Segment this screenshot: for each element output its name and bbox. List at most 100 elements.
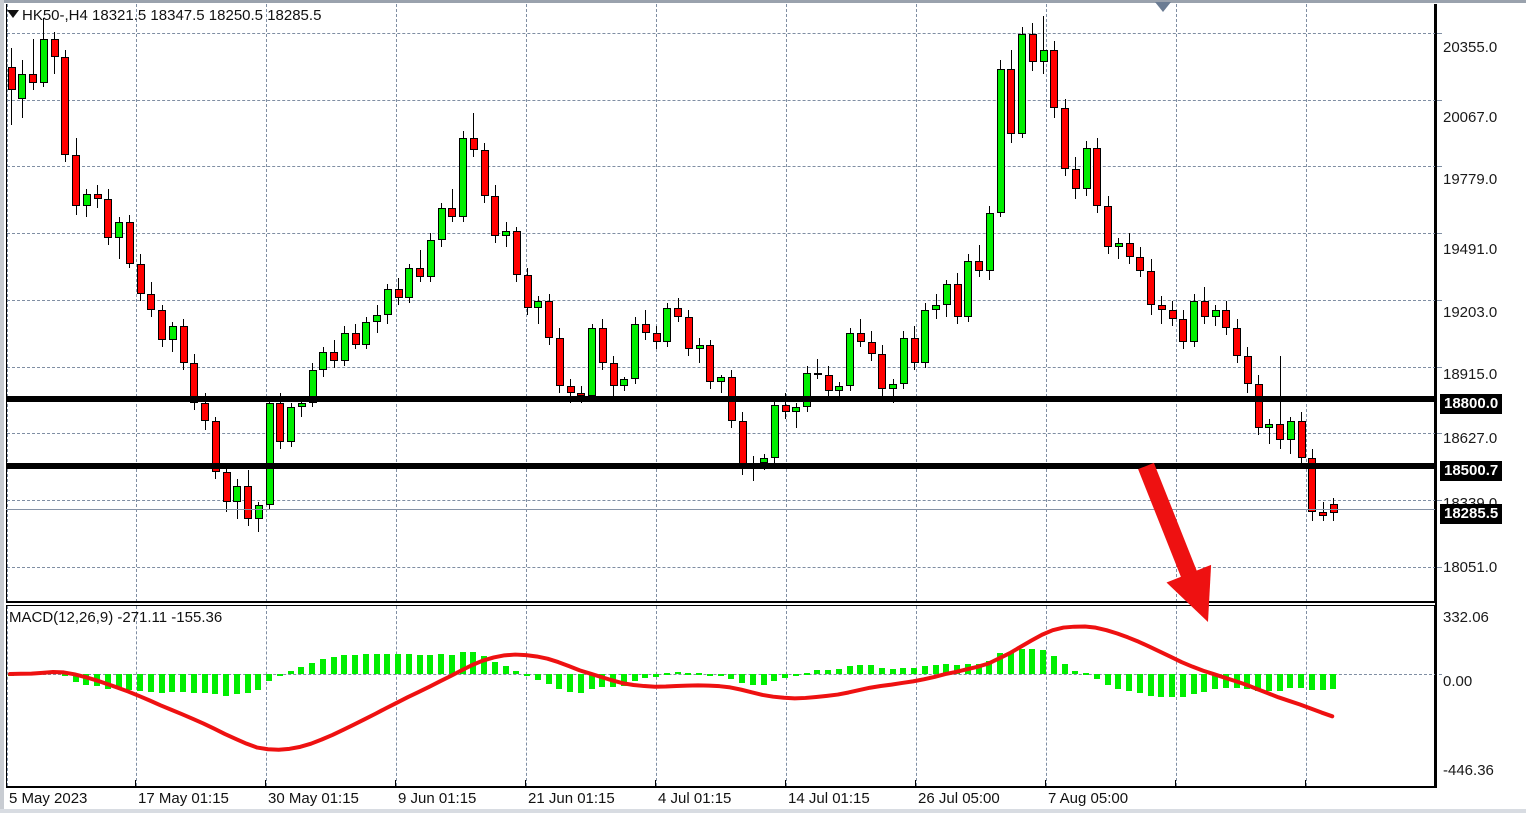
vertical-gridline [656, 606, 657, 786]
vertical-gridline [1176, 606, 1177, 786]
panel-divider-lower [6, 605, 1437, 606]
macd-histogram-bar [674, 672, 681, 674]
candle-body [61, 57, 70, 155]
price-level-line-current-price[interactable] [6, 509, 1435, 510]
candle-body [39, 38, 48, 83]
candle-body [416, 268, 424, 278]
candle-wick [537, 296, 539, 324]
macd-histogram-bar [158, 674, 165, 694]
candle-body [641, 323, 650, 334]
candle-body [1104, 205, 1112, 248]
candle-body [545, 300, 553, 338]
macd-histogram-bar [352, 655, 358, 674]
candle-body [996, 68, 1005, 213]
macd-histogram-bar [276, 674, 283, 676]
candle-body [394, 289, 403, 299]
candle-body [469, 138, 478, 150]
macd-histogram-bar [481, 656, 487, 674]
candle-body [362, 321, 371, 345]
macd-histogram-bar [201, 674, 208, 693]
candle-wick [838, 381, 840, 401]
candle-body [1308, 458, 1317, 512]
candle-body [319, 351, 328, 371]
macd-histogram-bar [373, 654, 380, 674]
macd-histogram-bar [1093, 674, 1100, 680]
macd-histogram-bar [341, 655, 348, 674]
candle-body [158, 309, 166, 341]
macd-histogram-bar [642, 674, 649, 679]
macd-histogram-bar [147, 674, 154, 693]
macd-histogram-bar [749, 674, 756, 685]
macd-histogram-bar [1018, 648, 1025, 674]
candle-body [502, 231, 510, 236]
macd-histogram-bar [29, 673, 36, 676]
candle-body [953, 284, 962, 317]
candle-wick [795, 402, 797, 429]
candle-body [1211, 309, 1220, 317]
macd-histogram-bar [1104, 674, 1111, 686]
macd-histogram-bar [932, 665, 939, 674]
candle-body [115, 221, 123, 239]
triangle-down-icon[interactable] [7, 10, 19, 18]
macd-histogram-bar [653, 674, 659, 677]
candle-body [534, 300, 543, 308]
price-axis-label: 18051.0 [1443, 559, 1498, 576]
macd-histogram-bar [975, 663, 982, 674]
macd-histogram-bar [395, 654, 401, 674]
candle-wick [892, 379, 894, 403]
candle-body [523, 275, 532, 308]
candle-body [1071, 168, 1080, 190]
time-axis-tick [1175, 780, 1176, 786]
macd-histogram-bar [943, 663, 950, 674]
macd-histogram-bar [1265, 674, 1272, 691]
candle-wick [118, 217, 120, 259]
macd-histogram-bar [588, 674, 595, 689]
macd-histogram-bar [1319, 674, 1326, 691]
macd-histogram-bar [1212, 674, 1218, 690]
macd-histogram-bar [878, 667, 885, 674]
candle-body [663, 307, 672, 343]
candle-wick [1279, 356, 1281, 449]
vertical-gridline [136, 4, 137, 602]
time-axis-tick [915, 780, 916, 786]
macd-histogram-bar [868, 665, 874, 674]
macd-histogram-bar [1255, 674, 1261, 691]
candle-body [190, 363, 199, 403]
window-frame-left [0, 0, 4, 813]
macd-histogram-bar [502, 665, 509, 674]
vertical-gridline [396, 4, 397, 602]
candle-body [1061, 108, 1069, 169]
candle-body [1265, 423, 1274, 429]
candle-body [781, 404, 790, 412]
candle-body [265, 402, 274, 505]
macd-histogram-bar [620, 674, 627, 686]
macd-histogram-bar [1287, 674, 1294, 689]
candle-wick [720, 374, 722, 394]
macd-histogram-bar [997, 653, 1003, 674]
candle-body [620, 379, 629, 387]
candle-body [233, 486, 242, 503]
macd-histogram-bar [534, 674, 541, 680]
macd-histogram-bar [524, 674, 530, 677]
horizontal-gridline [7, 233, 1436, 235]
price-level-line-support[interactable] [6, 463, 1435, 469]
macd-histogram-bar [255, 674, 262, 690]
candle-wick [1161, 296, 1163, 324]
time-axis-label: 4 Jul 01:15 [658, 790, 732, 807]
time-axis-label: 26 Jul 05:00 [918, 790, 1000, 807]
macd-histogram-bar [556, 674, 563, 689]
price-axis-tick [1437, 233, 1442, 235]
candle-body [1222, 309, 1231, 329]
price-chart-panel[interactable] [6, 4, 1437, 602]
macd-indicator-panel[interactable] [6, 606, 1442, 786]
vertical-gridline [656, 4, 657, 602]
time-axis-tick [265, 780, 266, 786]
horizontal-gridline [7, 32, 1436, 34]
candle-body [426, 240, 435, 278]
price-level-line-resistance[interactable] [6, 396, 1435, 402]
candle-body [824, 374, 833, 392]
macd-histogram-bar [1169, 674, 1175, 697]
window-frame-top [0, 0, 1526, 3]
price-axis-tick [1437, 500, 1442, 502]
macd-histogram-bar [911, 668, 917, 674]
